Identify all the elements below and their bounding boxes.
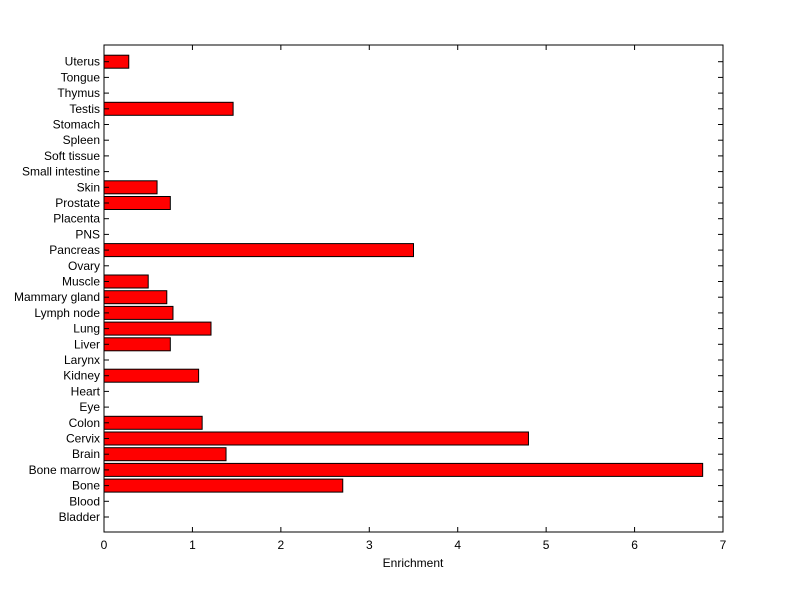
- bar-muscle: [103, 274, 149, 289]
- x-tick-label-0: 0: [101, 538, 108, 552]
- bar-bone: [103, 478, 344, 493]
- y-tick-label-bone: Bone: [72, 479, 100, 493]
- x-tick-label-3: 3: [366, 538, 373, 552]
- x-tick-label-5: 5: [543, 538, 550, 552]
- y-tick-label-brain: Brain: [72, 447, 100, 461]
- y-tick-label-mammary-gland: Mammary gland: [14, 290, 100, 304]
- y-tick-label-ovary: Ovary: [68, 259, 100, 273]
- y-tick-label-heart: Heart: [71, 384, 101, 398]
- bars-layer: [103, 54, 704, 493]
- y-tick-label-muscle: Muscle: [62, 275, 100, 289]
- x-tick-label-4: 4: [454, 538, 461, 552]
- y-tick-label-uterus: Uterus: [65, 55, 100, 69]
- y-tick-label-skin: Skin: [77, 180, 100, 194]
- bar-liver: [103, 337, 171, 352]
- y-tick-label-bladder: Bladder: [59, 510, 100, 524]
- y-tick-label-small-intestine: Small intestine: [22, 165, 100, 179]
- y-tick-label-liver: Liver: [74, 337, 100, 351]
- y-tick-label-prostate: Prostate: [55, 196, 100, 210]
- bar-kidney: [103, 368, 200, 383]
- y-tick-label-lymph-node: Lymph node: [34, 306, 100, 320]
- x-tick-label-2: 2: [278, 538, 285, 552]
- y-tick-label-tongue: Tongue: [61, 70, 101, 84]
- y-tick-label-lung: Lung: [73, 322, 100, 336]
- x-tick-label-6: 6: [631, 538, 638, 552]
- bar-pancreas: [103, 243, 414, 258]
- bar-mammary-gland: [103, 290, 168, 305]
- y-tick-label-stomach: Stomach: [53, 118, 100, 132]
- bar-colon: [103, 415, 203, 430]
- y-tick-label-eye: Eye: [79, 400, 100, 414]
- y-tick-label-spleen: Spleen: [63, 133, 100, 147]
- y-tick-label-soft-tissue: Soft tissue: [44, 149, 100, 163]
- bar-testis: [103, 101, 234, 116]
- bar-lymph-node: [103, 305, 174, 320]
- y-tick-label-blood: Blood: [69, 494, 100, 508]
- y-tick-label-placenta: Placenta: [53, 212, 100, 226]
- y-tick-label-thymus: Thymus: [57, 86, 100, 100]
- bar-cervix: [103, 431, 529, 446]
- x-axis-title: Enrichment: [383, 556, 444, 570]
- bar-brain: [103, 447, 227, 462]
- y-tick-label-larynx: Larynx: [64, 353, 100, 367]
- bar-lung: [103, 321, 212, 336]
- y-tick-label-kidney: Kidney: [63, 369, 100, 383]
- ticks-layer: [103, 45, 724, 532]
- y-tick-label-pancreas: Pancreas: [49, 243, 100, 257]
- y-tick-label-testis: Testis: [69, 102, 100, 116]
- y-tick-label-colon: Colon: [69, 416, 100, 430]
- x-tick-label-7: 7: [720, 538, 727, 552]
- y-tick-label-cervix: Cervix: [66, 432, 100, 446]
- bar-bone-marrow: [103, 462, 704, 477]
- x-tick-label-1: 1: [189, 538, 196, 552]
- bar-prostate: [103, 196, 171, 210]
- bar-skin: [103, 180, 158, 195]
- y-tick-label-bone-marrow: Bone marrow: [29, 463, 101, 477]
- y-tick-label-pns: PNS: [75, 227, 100, 241]
